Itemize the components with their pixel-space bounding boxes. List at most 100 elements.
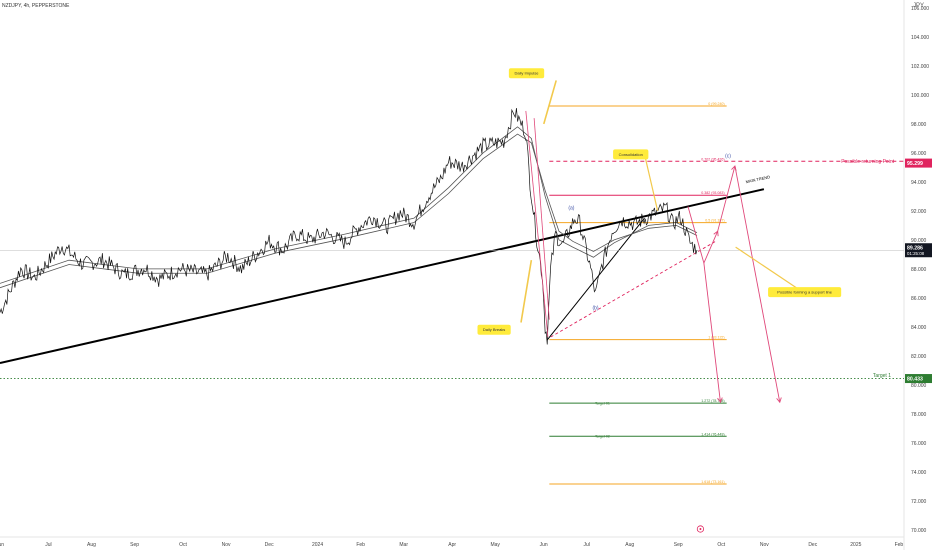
price-series [0, 108, 698, 345]
impulse-callout-leader [543, 80, 557, 125]
projection-arrow [717, 165, 736, 232]
annotations: Daily Impulse Consolidation Daily Breaks Po… [477, 68, 842, 335]
target1-price-tag: 80.433 [907, 376, 923, 382]
annotation-box [477, 324, 511, 335]
annotation-text: Consolidation [619, 152, 643, 157]
x-tick-label: Aug [87, 542, 96, 548]
x-tick-label: Jun [0, 542, 4, 548]
x-tick-label: Jul [583, 542, 589, 548]
x-tick-label: Feb [895, 542, 904, 548]
y-tick-label: 98.000 [911, 122, 927, 128]
axes: 70.000 72.000 74.000 76.000 78.000 80.000 82.0… [0, 6, 932, 548]
fib-level-label: 1.414 (76.449) [701, 432, 724, 436]
y-tick-label: 104.000 [911, 35, 929, 41]
wave-label: (c) [725, 153, 731, 159]
x-tick-label: Aug [625, 542, 634, 548]
event-marker-dot [699, 528, 702, 530]
fib-level-label: 1.272 (78.738) [701, 399, 724, 403]
y-tick-label: 100.000 [911, 93, 929, 99]
symbol-title: NZDJPY, 4h, PEPPERSTONE [2, 3, 70, 9]
support-callout-leader [735, 246, 797, 289]
y-tick-label: 80.000 [911, 383, 927, 389]
y-tick-label: 88.000 [911, 267, 927, 273]
price-line [0, 108, 698, 345]
projection-arrow [703, 263, 721, 403]
x-tick-label: Feb [356, 542, 365, 548]
y-tick-label: 86.000 [911, 296, 927, 302]
returning-point-price-tag: 95.299 [907, 161, 923, 167]
fibonacci-levels: 0 (99.240) 0.702 (95.426) 0.382 (93.083) 0.… [0, 102, 904, 485]
consolidation-callout-leader [643, 154, 659, 212]
future-support-line [550, 240, 716, 338]
annotation-box [768, 287, 842, 298]
annotation-text: Daily Impulse [515, 71, 540, 76]
target1-label: Target 1 [873, 373, 891, 379]
breaks-callout-leader [520, 260, 533, 323]
current-price-tag: 89.286 [907, 246, 923, 252]
returning-point-price-tag-bg [905, 158, 932, 168]
returning-point-label: Possible returning Point [841, 159, 894, 165]
annotation-box [508, 68, 545, 79]
chart-background [0, 0, 905, 550]
y-tick-label: 84.000 [911, 325, 927, 331]
fib-level-label: 0.382 (93.083) [701, 191, 724, 195]
impulse-line [525, 110, 549, 338]
y-tick-label: 102.000 [911, 64, 929, 70]
x-tick-label: Oct [717, 542, 725, 548]
currency-label: JPY [912, 3, 924, 9]
annotation-text: Possible forming a support line [777, 290, 832, 295]
projection-arrow [734, 165, 781, 403]
x-tick-label: Nov [760, 542, 769, 548]
y-tick-label: 90.000 [911, 238, 927, 244]
x-tick-label: Jul [45, 542, 51, 548]
x-tick-label: May [490, 542, 500, 548]
fib-level-label: 1 (83.122) [708, 336, 724, 340]
y-tick-label: 70.000 [911, 528, 927, 534]
main-trend-label: MAIN TREND [745, 174, 770, 184]
x-tick-label: Dec [265, 542, 274, 548]
wave-label: (b) [592, 305, 598, 311]
y-tick-label: 76.000 [911, 441, 927, 447]
wave-label: (a) [568, 205, 574, 211]
x-tick-label: Apr [448, 542, 456, 548]
fib-level-label: 0.5 (91.187) [705, 219, 724, 223]
fib-level-label: 0.702 (95.426) [701, 157, 724, 161]
target-label: Target 01 [595, 401, 610, 405]
moving-averages [0, 126, 698, 289]
projection-arrows [525, 110, 782, 404]
x-tick-label: Nov [222, 542, 231, 548]
x-tick-label: Sep [130, 542, 139, 548]
projection-arrow-head [717, 397, 723, 404]
x-tick-label: Sep [674, 542, 683, 548]
x-tick-label: Mar [399, 542, 408, 548]
current-price-tag-countdown: 01:25:08 [907, 251, 925, 256]
current-price-tag-bg [905, 243, 932, 258]
moving-average-line [0, 133, 698, 289]
x-tick-label: Jun [540, 542, 548, 548]
x-tick-label: 2025 [850, 542, 861, 548]
target-label: Target 02 [595, 435, 610, 439]
y-tick-label: 92.000 [911, 209, 927, 215]
x-tick-label: Oct [179, 542, 187, 548]
annotation-text: Daily Breaks [483, 327, 505, 332]
y-tick-label: 74.000 [911, 470, 927, 476]
main-trend-line [0, 188, 765, 365]
y-tick-label: 82.000 [911, 354, 927, 360]
y-tick-label: 106.000 [911, 6, 929, 12]
annotation-box [613, 149, 649, 160]
y-tick-label: 94.000 [911, 180, 927, 186]
y-tick-label: 78.000 [911, 412, 927, 418]
moving-average-line [0, 126, 698, 284]
y-tick-label: 72.000 [911, 499, 927, 505]
support-line [546, 217, 645, 341]
x-tick-label: Dec [808, 542, 817, 548]
projection-arrow [687, 206, 719, 265]
target1-price-tag-bg [905, 374, 932, 384]
projection-arrow-head [776, 397, 782, 404]
y-tick-label: 96.000 [911, 151, 927, 157]
fib-level-label: 1.618 (73.161) [701, 480, 724, 484]
fib-level-label: 0 (99.240) [708, 102, 724, 106]
impulse-line [533, 118, 550, 320]
x-tick-label: 2024 [312, 542, 323, 548]
